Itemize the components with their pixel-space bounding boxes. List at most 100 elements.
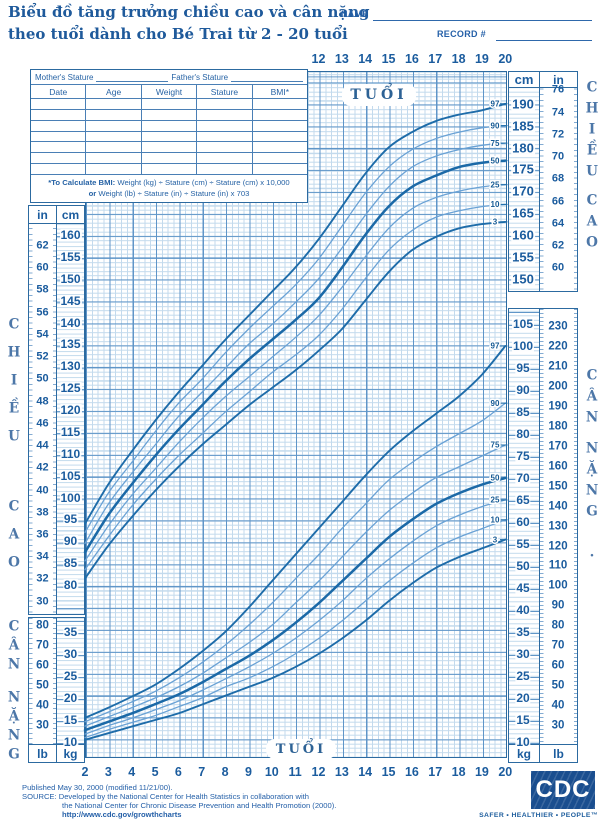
table-empty-cell (253, 110, 307, 120)
table-empty-cell (142, 131, 198, 142)
weight-percentile-label-75: 75 (491, 441, 500, 450)
stature-percentile-curve-10 (84, 203, 506, 571)
record-blank-line (496, 40, 592, 41)
stature-percentile-curve-75 (84, 142, 506, 545)
table-column-header: Stature (197, 85, 253, 98)
cdc-logo: CDC (531, 771, 595, 809)
weight-percentile-label-10: 10 (491, 516, 500, 525)
fathers-stature-label: Father's Stature (171, 73, 229, 82)
record-number-label: RECORD # (437, 29, 486, 39)
source-line1: SOURCE: Developed by the National Center… (22, 792, 310, 801)
data-entry-table: Mother's Stature Father's Stature Date Ag… (30, 69, 308, 203)
weight-percentile-curve-25 (84, 499, 506, 735)
age-axis-title-top: TUỔI (342, 84, 416, 106)
unit-header-lb-left: lb (28, 744, 57, 763)
stature-percentile-label-25: 25 (491, 180, 500, 189)
table-empty-cell (142, 109, 198, 120)
table-empty-cell (31, 120, 87, 131)
table-empty-cell (31, 99, 87, 109)
table-column-header: BMI* (270, 86, 290, 97)
table-empty-cell (86, 153, 142, 164)
table-empty-row (31, 142, 307, 154)
table-empty-cell (253, 132, 307, 142)
table-empty-row (31, 153, 307, 165)
table-empty-cell (197, 164, 253, 175)
table-empty-cell (86, 142, 142, 153)
table-empty-cell (86, 120, 142, 131)
table-empty-cell (197, 131, 253, 142)
unit-header-in-left: in (28, 205, 57, 224)
weight-percentile-label-97: 97 (491, 342, 500, 351)
parents-stature-row: Mother's Stature Father's Stature (31, 70, 307, 85)
table-header-row: Date Age Weight Stature BMI* (31, 85, 307, 99)
table-body (31, 99, 307, 176)
table-empty-cell (31, 153, 87, 164)
left-weight-kg-column (57, 617, 85, 763)
stature-percentile-curve-97 (84, 102, 507, 525)
weight-percentile-curve-75 (84, 444, 506, 727)
bmi-note-line1: *To Calculate BMI: Weight (kg) ÷ Stature… (48, 177, 290, 187)
stature-percentile-label-3: 3 (493, 218, 498, 227)
table-empty-cell (253, 142, 307, 152)
table-empty-row (31, 120, 307, 132)
table-empty-cell (197, 142, 253, 153)
table-empty-cell (142, 153, 198, 164)
unit-header-lb-right: lb (540, 744, 578, 763)
table-empty-cell (31, 142, 87, 153)
fathers-stature-blank (231, 74, 303, 82)
unit-header-in-right: in (540, 71, 578, 88)
weight-percentile-curve-10 (84, 519, 506, 739)
cdc-tagline: SAFER • HEALTHIER • PEOPLE™ (479, 812, 598, 819)
table-empty-cell (31, 109, 87, 120)
stature-percentile-label-75: 75 (491, 139, 500, 148)
stature-percentile-curve-3 (84, 220, 507, 580)
cdc-growthcharts-url: http://www.cdc.gov/growthcharts (62, 810, 182, 819)
weight-percentile-curve-50 (83, 476, 507, 732)
bmi-calculation-note: *To Calculate BMI: Weight (kg) ÷ Stature… (31, 175, 307, 202)
table-empty-cell (197, 109, 253, 120)
unit-header-cm-left: cm (57, 205, 85, 224)
age-axis-title-bottom: TUỔI (266, 739, 336, 759)
weight-percentile-label-25: 25 (491, 496, 500, 505)
stature-percentile-label-10: 10 (491, 200, 500, 209)
stature-percentile-curve-90 (84, 124, 506, 534)
table-empty-row (31, 109, 307, 121)
stature-percentile-curve-25 (84, 184, 506, 562)
table-empty-cell (86, 131, 142, 142)
table-empty-cell (253, 99, 307, 109)
table-empty-cell (86, 164, 142, 175)
page-title-line2: theo tuổi dành cho Bé Trai từ 2 - 20 tuổ… (8, 25, 348, 43)
mothers-stature-blank (96, 74, 169, 82)
weight-percentile-label-3: 3 (493, 535, 498, 544)
weight-percentile-label-90: 90 (491, 399, 500, 408)
table-empty-cell (253, 153, 307, 163)
weight-percentile-curve-97 (84, 345, 507, 719)
weight-percentile-curve-90 (84, 402, 506, 723)
table-empty-cell (197, 153, 253, 164)
table-empty-row (31, 131, 307, 143)
page-title: Biểu đồ tăng trưởng chiều cao và cân nặn… (8, 1, 370, 45)
unit-header-cm-right: cm (508, 71, 540, 88)
table-empty-row (31, 164, 307, 176)
table-empty-cell (142, 164, 198, 175)
stature-percentile-label-50: 50 (491, 156, 500, 165)
table-column-header: Date (31, 85, 87, 98)
stature-percentile-label-90: 90 (491, 121, 500, 130)
source-line2: the National Center for Chronic Disease … (62, 801, 337, 810)
published-date: Published May 30, 2000 (modified 11/21/0… (22, 783, 173, 792)
table-empty-cell (31, 164, 87, 175)
table-empty-cell (31, 131, 87, 142)
stature-percentile-label-97: 97 (491, 99, 500, 108)
bmi-note-line2: or Weight (lb) ÷ Stature (in) ÷ Stature … (88, 188, 250, 198)
table-empty-cell (142, 120, 198, 131)
table-empty-cell (86, 99, 142, 109)
table-empty-cell (253, 121, 307, 131)
weight-percentile-label-50: 50 (491, 474, 500, 483)
name-label: NAME (341, 9, 369, 19)
table-empty-cell (86, 109, 142, 120)
table-empty-cell (197, 99, 253, 109)
page-title-line1: Biểu đồ tăng trưởng chiều cao và cân nặn… (8, 3, 370, 21)
left-weight-pounds-column (28, 617, 57, 763)
